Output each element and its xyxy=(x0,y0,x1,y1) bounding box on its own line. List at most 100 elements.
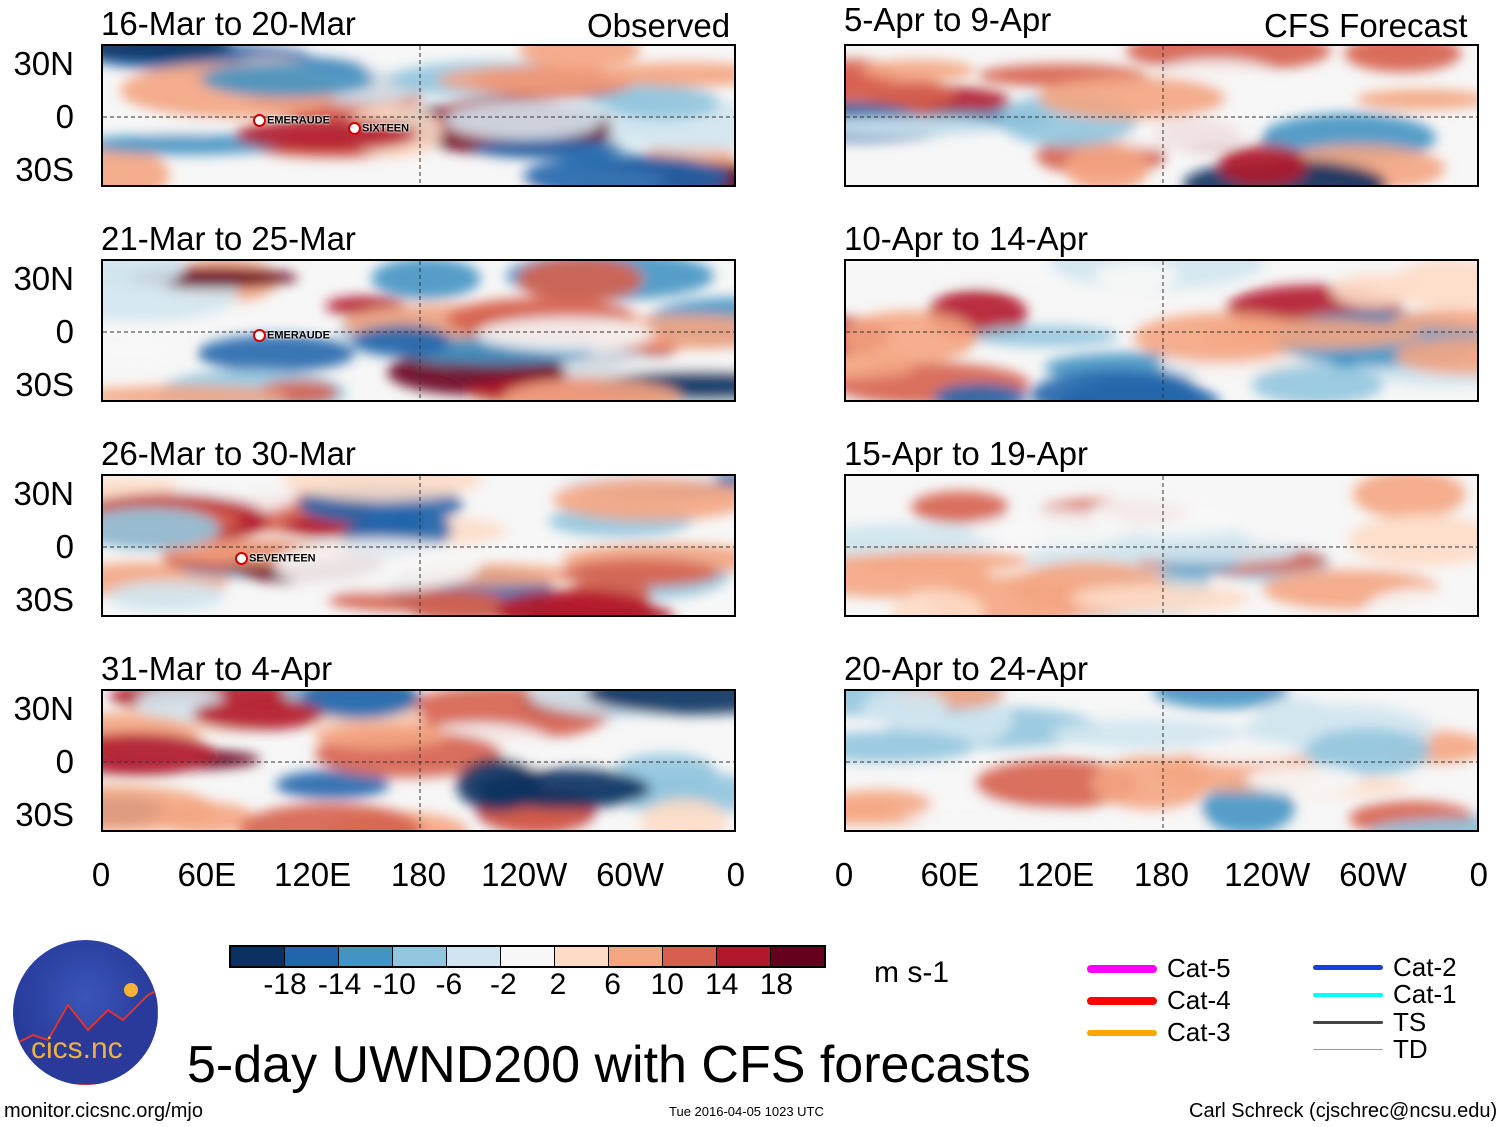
lon-tick-label: 120W xyxy=(481,856,568,893)
colorbar-swatch xyxy=(339,947,393,966)
legend-line-icon xyxy=(1313,965,1383,970)
legend-label: Cat-3 xyxy=(1167,1017,1231,1047)
storm-name: SIXTEEN xyxy=(362,122,410,135)
wind-anomaly-blob xyxy=(846,116,1003,138)
colorbar-tick-label: 10 xyxy=(650,968,684,1001)
panel-title: 31-Mar to 4-Apr xyxy=(101,650,333,687)
wind-anomaly-blob xyxy=(1304,727,1431,776)
wind-anomaly-blob xyxy=(890,589,985,615)
lon-tick-label: 60W xyxy=(1339,856,1407,893)
wind-anomaly-blob xyxy=(516,261,644,303)
colorbar-swatch xyxy=(393,947,447,966)
wind-anomaly-blob xyxy=(103,261,185,289)
wind-anomaly-blob xyxy=(1251,364,1384,400)
wind-anomaly-blob xyxy=(351,325,452,357)
legend-label: Cat-1 xyxy=(1393,979,1457,1009)
colorbar-swatch xyxy=(231,947,285,966)
panel-title: 16-Mar to 20-Mar xyxy=(101,5,356,42)
wind-anomaly-blob xyxy=(862,691,948,728)
legend-line-icon xyxy=(1313,1021,1383,1024)
colorbar-swatch xyxy=(501,947,555,966)
colorbar-swatch xyxy=(663,947,717,966)
legend-item: Cat-5 xyxy=(1087,953,1231,984)
lat-tick-label: 0 xyxy=(55,528,74,565)
wind-anomaly-blob xyxy=(502,377,683,400)
wind-anomaly-blob xyxy=(1051,718,1243,749)
wind-anomaly-blob xyxy=(1190,740,1298,765)
legend-label: TS xyxy=(1393,1007,1427,1037)
wind-anomaly-blob xyxy=(1056,380,1220,400)
lon-tick-label: 0 xyxy=(726,856,745,893)
wind-anomaly-blob xyxy=(933,383,1028,400)
wind-anomaly-blob xyxy=(1348,514,1477,568)
map-panel: EMERAUDE xyxy=(101,259,736,402)
wind-anomaly-blob xyxy=(312,721,448,749)
map-panel: SEVENTEEN xyxy=(101,474,736,617)
wind-anomaly-blob xyxy=(1344,46,1462,73)
wind-anomaly-blob xyxy=(1368,818,1477,830)
panel-title: 5-Apr to 9-Apr xyxy=(844,1,1052,38)
storm-label: EMERAUDE xyxy=(253,114,330,127)
wind-anomaly-blob xyxy=(476,317,655,352)
lat-tick-label: 30S xyxy=(15,796,74,833)
lon-tick-label: 60W xyxy=(596,856,664,893)
wind-anomaly-blob xyxy=(103,147,170,185)
lat-tick-label: 30S xyxy=(15,581,74,618)
map-panel xyxy=(101,689,736,832)
colorbar-tick-label: -10 xyxy=(372,968,416,1001)
wind-anomaly-blob xyxy=(518,46,641,70)
lon-tick-label: 120W xyxy=(1224,856,1311,893)
wind-anomaly-blob xyxy=(103,385,290,400)
observed-header: Observed xyxy=(587,7,731,44)
colorbar-swatch xyxy=(609,947,663,966)
map-panel xyxy=(844,474,1479,617)
wind-anomaly-blob xyxy=(444,101,604,140)
storm-track-icon xyxy=(348,122,361,135)
wind-anomaly-blob xyxy=(521,154,730,185)
wind-anomaly-blob xyxy=(1355,88,1477,111)
wind-anomaly-blob xyxy=(1201,782,1295,830)
colorbar-swatch xyxy=(447,947,501,966)
panel-title: 15-Apr to 19-Apr xyxy=(844,435,1088,472)
legend-item: Cat-4 xyxy=(1087,985,1231,1016)
wind-anomaly-blob xyxy=(846,310,977,365)
colorbar-tick-label: -6 xyxy=(435,968,463,1001)
map-panel: EMERAUDE SIXTEEN xyxy=(101,44,736,187)
wind-anomaly-blob xyxy=(1363,588,1473,615)
wind-anomaly-blob xyxy=(192,698,324,731)
timestamp: Tue 2016-04-05 1023 UTC xyxy=(669,1104,824,1119)
wind-anomaly-blob xyxy=(437,65,642,95)
wind-anomaly-blob xyxy=(1245,765,1363,795)
wind-anomaly-blob xyxy=(103,507,220,551)
storm-track-icon xyxy=(253,114,266,127)
map-panel xyxy=(844,44,1479,187)
legend-line-icon xyxy=(1087,996,1157,1005)
legend-line-icon xyxy=(1087,1029,1157,1036)
storm-name: EMERAUDE xyxy=(267,114,330,127)
lon-tick-label: 120E xyxy=(274,856,352,893)
lon-tick-label: 0 xyxy=(834,856,854,893)
lon-tick-label: 0 xyxy=(91,856,111,893)
legend-item: Cat-2 xyxy=(1313,952,1457,983)
wind-anomaly-blob xyxy=(153,801,256,830)
legend-line-icon xyxy=(1313,992,1383,997)
wind-anomaly-blob xyxy=(911,491,1009,524)
storm-label: EMERAUDE xyxy=(253,329,330,342)
author-credit: Carl Schreck (cjschrec@ncsu.edu) xyxy=(1189,1100,1498,1122)
logo-text: cics.nc xyxy=(31,1032,123,1065)
colorbar-tick-label: -14 xyxy=(317,968,362,1001)
wind-anomaly-blob xyxy=(473,137,623,159)
colorbar-tick-label: -18 xyxy=(263,968,307,1001)
wind-anomaly-blob xyxy=(861,59,976,82)
colorbar-tick-label: -2 xyxy=(490,968,517,1001)
wind-anomaly-blob xyxy=(103,46,235,61)
colorbar-swatch xyxy=(771,947,824,966)
colorbar-tick-label: 18 xyxy=(759,968,794,1001)
legend-label: Cat-4 xyxy=(1167,985,1231,1015)
legend-item: Cat-3 xyxy=(1087,1017,1231,1048)
lat-tick-label: 0 xyxy=(55,313,74,350)
colorbar-tick-label: 14 xyxy=(705,968,739,1001)
wind-anomaly-blob xyxy=(560,559,720,588)
panel-title: 21-Mar to 25-Mar xyxy=(101,220,356,257)
wind-anomaly-blob xyxy=(640,798,729,830)
